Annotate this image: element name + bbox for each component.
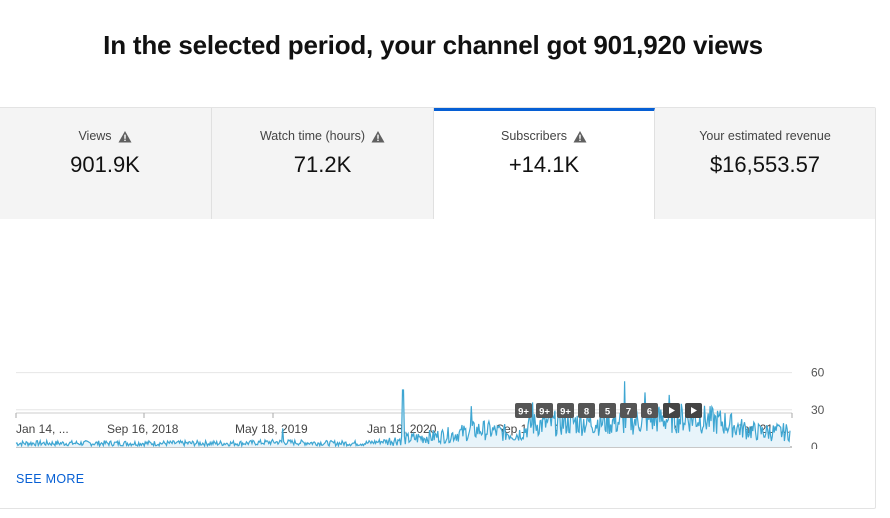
marker-box (536, 403, 553, 418)
marker-box (641, 403, 658, 418)
tab-value: $16,553.57 (709, 152, 821, 177)
marker-label: 9+ (518, 407, 529, 418)
x-tick-label: Jan 14, ... (16, 422, 69, 436)
tab-label: Subscribers (501, 129, 567, 143)
annotation-marker[interactable]: 7 (620, 403, 637, 418)
tab-watch-time[interactable]: Watch time (hours) 71.2K (212, 108, 434, 219)
annotation-marker[interactable]: 6 (641, 403, 658, 418)
marker-label: 7 (626, 407, 631, 418)
marker-label: 5 (605, 407, 611, 418)
y-tick-label: 60 (811, 366, 825, 380)
annotation-marker[interactable]: 9+ (515, 403, 532, 418)
page-headline: In the selected period, your channel got… (103, 30, 763, 60)
series-line (15, 381, 791, 449)
tab-views[interactable]: Views 901.9K (0, 108, 212, 219)
video-marker[interactable] (663, 403, 680, 418)
x-tick-label: Sep 16, 2018 (107, 422, 179, 436)
marker-box (515, 403, 532, 418)
marker-label: 6 (647, 407, 652, 418)
warning-icon[interactable] (118, 130, 132, 143)
y-tick-label: 30 (811, 403, 825, 417)
marker-label: 9+ (560, 407, 571, 418)
metrics-card: Views 901.9K Watch time (hours) 71.2K Su… (0, 107, 876, 509)
tab-label: Your estimated revenue (699, 129, 831, 143)
tab-label: Views (78, 129, 112, 143)
tab-value: 71.2K (293, 152, 352, 177)
marker-box (620, 403, 637, 418)
marker-label: 8 (584, 407, 589, 418)
warning-icon[interactable] (573, 130, 587, 143)
tab-estimated-revenue[interactable]: Your estimated revenue $16,553.57 (655, 108, 875, 219)
tab-value: +14.1K (508, 152, 580, 177)
tab-subscribers[interactable]: Subscribers +14.1K (434, 108, 655, 219)
y-tick-label: 0 (811, 440, 818, 449)
play-icon (669, 407, 675, 414)
play-icon (691, 407, 697, 414)
annotation-marker[interactable]: 9+ (536, 403, 553, 418)
annotation-marker[interactable]: 5 (599, 403, 616, 418)
series-area (16, 381, 790, 447)
tab-value: 901.9K (70, 152, 140, 177)
marker-box (557, 403, 574, 418)
warning-icon[interactable] (371, 130, 385, 143)
tab-label: Watch time (hours) (259, 129, 366, 143)
annotation-marker[interactable]: 8 (578, 403, 595, 418)
video-marker[interactable] (685, 403, 702, 418)
marker-box (578, 403, 595, 418)
see-more-link[interactable]: SEE MORE (16, 472, 85, 486)
metric-tabs: Views 901.9K Watch time (hours) 71.2K Su… (0, 108, 875, 219)
marker-label: 9+ (539, 407, 550, 418)
annotation-marker[interactable]: 9+ (557, 403, 574, 418)
x-tick-label: May 18, 2019 (235, 422, 308, 436)
marker-box (599, 403, 616, 418)
